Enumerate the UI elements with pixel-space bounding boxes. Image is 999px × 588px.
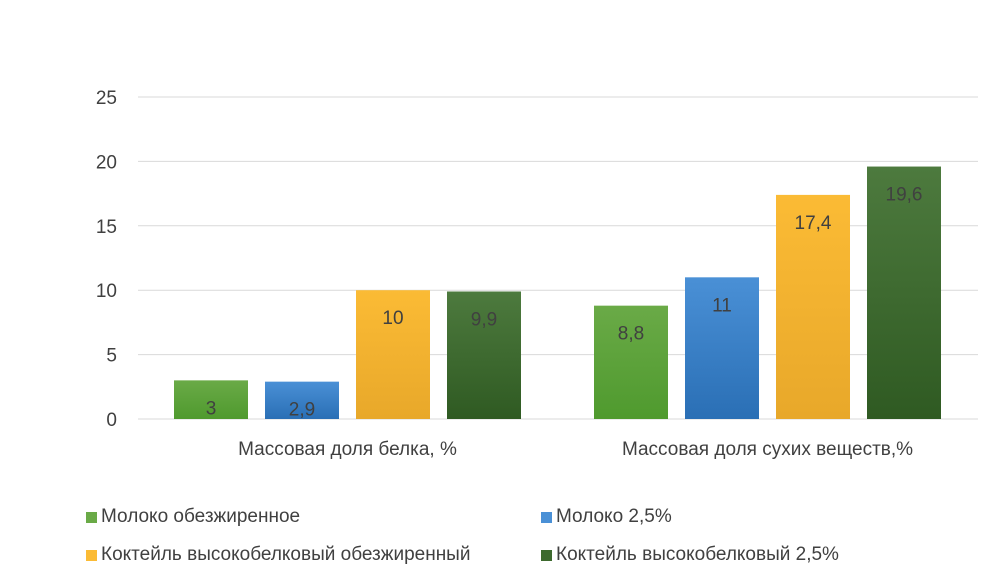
y-tick-label: 0 <box>106 410 117 431</box>
x-category-label: Массовая доля сухих веществ,% <box>622 439 913 460</box>
data-label: 2,9 <box>289 400 315 421</box>
y-tick-label: 15 <box>96 217 117 238</box>
bar <box>174 380 248 419</box>
data-label: 10 <box>382 308 403 329</box>
x-category-label: Массовая доля белка, % <box>238 439 457 460</box>
data-label: 19,6 <box>886 185 923 206</box>
bar <box>356 290 430 419</box>
bar <box>265 381 339 419</box>
data-label: 9,9 <box>471 309 497 330</box>
bar <box>685 277 759 419</box>
y-tick-label: 25 <box>96 88 117 109</box>
bar <box>776 194 850 419</box>
bar <box>594 305 668 419</box>
data-label: 8,8 <box>618 324 644 345</box>
data-label: 3 <box>206 398 217 419</box>
y-tick-label: 10 <box>96 281 117 302</box>
y-tick-label: 5 <box>106 346 117 367</box>
bar <box>867 166 941 419</box>
y-tick-label: 20 <box>96 152 117 173</box>
bar <box>447 291 521 419</box>
data-label: 17,4 <box>795 213 832 234</box>
data-label: 11 <box>712 295 732 316</box>
